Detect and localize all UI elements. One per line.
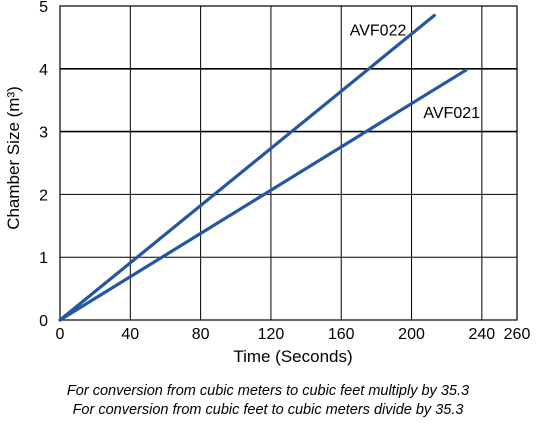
- x-axis-title: Time (Seconds): [233, 347, 352, 366]
- chamber-size-chart: AVF022 AVF021 0 40 80 120 160 200 240 260 0 1 2 3 4 5…: [4, 0, 531, 366]
- y-tick-label: 2: [39, 187, 48, 204]
- y-tick-label: 4: [39, 62, 48, 79]
- y-tick-label: 0: [39, 313, 48, 330]
- series-label-avf021: AVF021: [423, 105, 480, 122]
- y-tick-label: 1: [39, 250, 48, 267]
- x-tick-label: 160: [328, 326, 355, 343]
- plot-frame: [59, 5, 518, 321]
- x-tick-label: 200: [398, 326, 425, 343]
- y-tick-label: 5: [39, 0, 48, 16]
- x-tick-label: 0: [56, 326, 65, 343]
- x-tick-label: 260: [504, 326, 531, 343]
- conversion-note-ft3-to-m3: For conversion from cubic feet to cubic …: [72, 402, 464, 418]
- y-tick-label: 3: [39, 125, 48, 142]
- series-line-avf021: [58, 68, 468, 322]
- conversion-notes: For conversion from cubic meters to cubi…: [0, 382, 536, 420]
- x-tick-label: 240: [468, 326, 495, 343]
- x-tick-label: 80: [192, 326, 210, 343]
- x-tick-label: 120: [258, 326, 285, 343]
- grid: [59, 5, 518, 321]
- x-tick-label: 40: [121, 326, 139, 343]
- y-axis-title: Chamber Size (m³): [4, 86, 23, 230]
- series-line-avf022: [58, 13, 436, 322]
- series-label-avf022: AVF022: [350, 22, 407, 39]
- x-tick-labels: 0 40 80 120 160 200 240 260: [56, 326, 531, 343]
- y-tick-labels: 0 1 2 3 4 5: [39, 0, 48, 330]
- conversion-note-m3-to-ft3: For conversion from cubic meters to cubi…: [66, 383, 470, 399]
- series-lines: AVF022 AVF021: [58, 13, 480, 322]
